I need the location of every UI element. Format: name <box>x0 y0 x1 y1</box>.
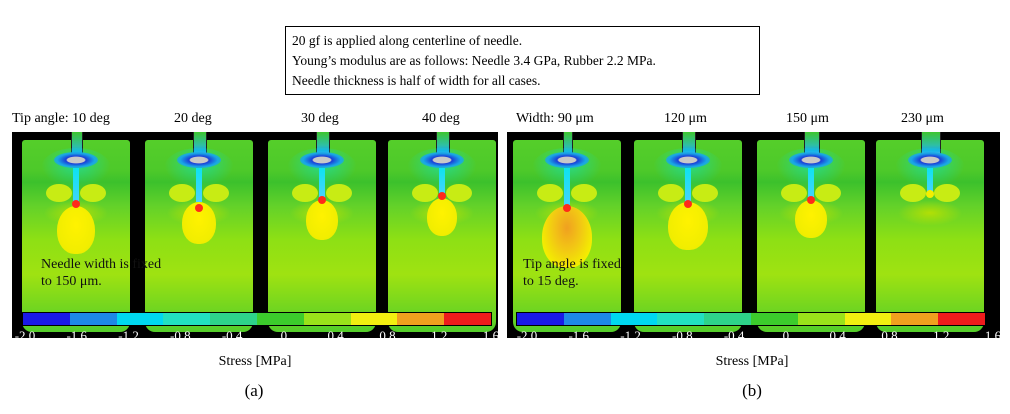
panel-a-caption: Needle width is fixed to 150 μm. <box>41 256 161 290</box>
tick-label: -2.0 <box>516 328 538 343</box>
tick-label: 0.4 <box>829 328 846 343</box>
sim-b-2 <box>634 132 742 332</box>
colorbar-segment <box>704 313 751 325</box>
colorbar-segment <box>397 313 445 325</box>
sim-a-3 <box>268 132 376 332</box>
tick-label: 0.4 <box>327 328 344 343</box>
colorbar-segment <box>210 313 257 325</box>
colorbar-segment <box>891 313 939 325</box>
colorbar-segment <box>610 313 658 325</box>
colorbar-segment <box>350 313 398 325</box>
panel-b-caption-line-1: Tip angle is fixed <box>523 257 621 272</box>
panel-label-b: (b) <box>742 381 762 400</box>
colorbar-segment <box>163 313 211 325</box>
colorbar-segment <box>657 313 705 325</box>
tick-label: -0.4 <box>723 328 745 343</box>
tick-label: 0.8 <box>379 328 396 343</box>
colorbar-a-ticks: -2.0 -1.6 -1.2 -0.8 -0.4 0 0.4 0.8 1.2 1.6 <box>14 328 499 344</box>
header-a-2: 20 deg <box>174 111 212 126</box>
panel-a-caption-line-1: Needle width is fixed <box>41 257 162 272</box>
colorbar-a <box>22 312 492 326</box>
sim-a-4 <box>388 132 496 332</box>
colorbar-b-ticks: -2.0 -1.6 -1.2 -0.8 -0.4 0 0.4 0.8 1.2 1.6 <box>516 328 1001 344</box>
sim-b-1 <box>513 132 621 332</box>
tick-label: -0.8 <box>672 328 693 343</box>
header-b-2: 120 μm <box>664 111 707 126</box>
tick-label: 0.8 <box>881 328 898 343</box>
colorbar-segment <box>69 313 117 325</box>
header-b-3: 150 μm <box>786 111 829 126</box>
note-line-2: Young’s modulus are as follows: Needle 3… <box>292 53 656 68</box>
tick-label: 1.2 <box>431 328 448 343</box>
colorbar-segment <box>517 313 564 325</box>
colorbar-segment <box>303 313 351 325</box>
colorbar-segment <box>116 313 164 325</box>
sim-a-2 <box>145 132 253 332</box>
header-a-3: 30 deg <box>301 111 339 126</box>
panel-a-simulations: Needle width is fixed to 150 μm. <box>12 132 498 338</box>
note-line-3: Needle thickness is half of width for al… <box>292 73 541 88</box>
colorbar-b <box>516 312 986 326</box>
tick-label: -1.6 <box>568 328 590 343</box>
sim-a-1 <box>22 132 130 332</box>
colorbar-segment <box>256 313 304 325</box>
tick-label: -0.4 <box>221 328 243 343</box>
tick-label: -1.2 <box>118 328 139 343</box>
colorbar-segment <box>444 313 491 325</box>
tick-label: 1.6 <box>482 328 500 343</box>
panel-label-a: (a) <box>244 381 264 400</box>
tick-label: 1.6 <box>984 328 1002 343</box>
header-b-4: 230 μm <box>901 111 944 126</box>
panel-a-caption-line-2: to 150 μm. <box>41 274 102 289</box>
header-a-1: Tip angle: 10 deg <box>12 111 110 126</box>
note-line-1: 20 gf is applied along centerline of nee… <box>292 33 523 48</box>
tick-label: -1.2 <box>620 328 641 343</box>
colorbar-segment <box>797 313 845 325</box>
stress-axis-label-b: Stress [MPa] <box>715 354 789 369</box>
colorbar-segment <box>563 313 611 325</box>
tick-label: 0 <box>280 328 288 343</box>
tick-label: -1.6 <box>66 328 88 343</box>
colorbar-segment <box>938 313 985 325</box>
colorbar-segment <box>844 313 892 325</box>
panel-b-simulations: Tip angle is fixed to 15 deg. <box>507 132 1000 338</box>
sim-b-4 <box>876 132 984 332</box>
annotation-box: 20 gf is applied along centerline of nee… <box>285 26 760 95</box>
tick-label: -0.8 <box>170 328 191 343</box>
colorbar-segment <box>23 313 70 325</box>
panel-b-caption-line-2: to 15 deg. <box>523 274 579 289</box>
panel-b-caption: Tip angle is fixed to 15 deg. <box>523 256 621 290</box>
tick-label: 0 <box>782 328 790 343</box>
tick-label: -2.0 <box>14 328 36 343</box>
header-b-1: Width: 90 μm <box>516 111 594 126</box>
header-a-4: 40 deg <box>422 111 460 126</box>
stress-axis-label-a: Stress [MPa] <box>218 354 292 369</box>
sim-b-3 <box>757 132 865 332</box>
colorbar-segment <box>750 313 798 325</box>
tick-label: 1.2 <box>933 328 950 343</box>
